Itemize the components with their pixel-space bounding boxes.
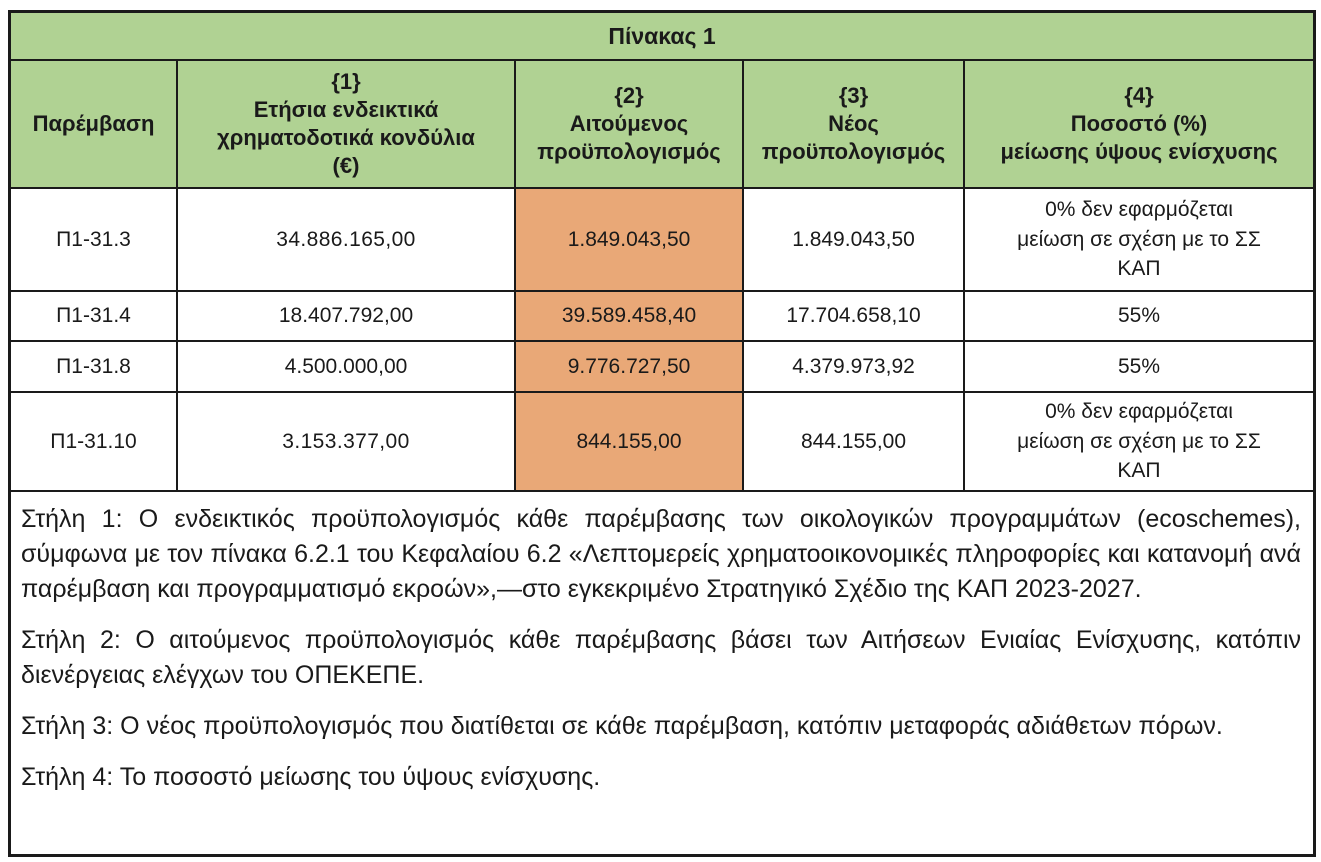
- column-header-tag: {4}: [1124, 83, 1154, 109]
- cell-intervention: Π1-31.4: [11, 290, 176, 340]
- cell-reduction-pct: 55%: [963, 290, 1313, 340]
- column-header-tag: {2}: [614, 83, 644, 109]
- column-header-reduction-pct: {4} Ποσοστό (%) μείωσης ύψους ενίσχυσης: [963, 59, 1313, 187]
- column-header-label: Αιτούμενος προϋπολογισμός: [537, 111, 721, 164]
- cell-annual-indicative: 34.886.165,00: [176, 187, 514, 290]
- cell-new-budget: 17.704.658,10: [742, 290, 963, 340]
- table-title: Πίνακας 1: [608, 22, 716, 49]
- cell-annual-indicative: 4.500.000,00: [176, 340, 514, 391]
- column-header-requested-budget: {2} Αιτούμενος προϋπολογισμός: [514, 59, 742, 187]
- table-pinakas-1: Πίνακας 1 Παρέμβαση {1} Ετήσια ενδεικτικ…: [8, 10, 1316, 857]
- cell-requested-budget-highlighted: 844.155,00: [514, 391, 742, 490]
- column-header-annual-indicative: {1} Ετήσια ενδεικτικά χρηματοδοτικά κονδ…: [176, 59, 514, 187]
- column-header-tag: {1}: [331, 69, 361, 95]
- column-header-tag: {3}: [838, 83, 869, 109]
- cell-intervention: Π1-31.8: [11, 340, 176, 391]
- column-header-label: Παρέμβαση: [32, 111, 155, 137]
- cell-reduction-pct: 0% δεν εφαρμόζεται μείωση σε σχέση με το…: [963, 187, 1313, 290]
- cell-requested-budget-highlighted: 1.849.043,50: [514, 187, 742, 290]
- column-header-label: Ποσοστό (%) μείωσης ύψους ενίσχυσης: [1000, 111, 1278, 164]
- cell-requested-budget-highlighted: 9.776.727,50: [514, 340, 742, 391]
- column-header-new-budget: {3} Νέος προϋπολογισμός: [742, 59, 963, 187]
- cell-intervention: Π1-31.10: [11, 391, 176, 490]
- cell-annual-indicative: 18.407.792,00: [176, 290, 514, 340]
- table-row: Π1-31.3 34.886.165,00 1.849.043,50 1.849…: [11, 187, 1313, 290]
- cell-annual-indicative: 3.153.377,00: [176, 391, 514, 490]
- cell-new-budget: 4.379.973,92: [742, 340, 963, 391]
- cell-reduction-pct: 0% δεν εφαρμόζεται μείωση σε σχέση με το…: [963, 391, 1313, 490]
- table-row: Π1-31.4 18.407.792,00 39.589.458,40 17.7…: [11, 290, 1313, 340]
- table-header-row: Παρέμβαση {1} Ετήσια ενδεικτικά χρηματοδ…: [11, 59, 1313, 187]
- footnote-column-2: Στήλη 2: Ο αιτούμενος προϋπολογισμός κάθ…: [21, 626, 1301, 689]
- cell-new-budget: 1.849.043,50: [742, 187, 963, 290]
- cell-new-budget: 844.155,00: [742, 391, 963, 490]
- footnote-column-1: Στήλη 1: Ο ενδεικτικός προϋπολογισμός κά…: [21, 505, 1301, 603]
- table-row: Π1-31.8 4.500.000,00 9.776.727,50 4.379.…: [11, 340, 1313, 391]
- column-header-label: Ετήσια ενδεικτικά χρηματοδοτικά κονδύλια…: [217, 97, 475, 178]
- table-title-row: Πίνακας 1: [11, 13, 1313, 59]
- footnote-column-3: Στήλη 3: Ο νέος προϋπολογισμός που διατί…: [21, 712, 1223, 740]
- table-footnotes: Στήλη 1: Ο ενδεικτικός προϋπολογισμός κά…: [11, 490, 1313, 854]
- footnote-column-4: Στήλη 4: Το ποσοστό μείωσης του ύψους εν…: [21, 763, 601, 791]
- column-header-label: Νέος προϋπολογισμός: [761, 111, 946, 164]
- cell-reduction-pct: 55%: [963, 340, 1313, 391]
- cell-requested-budget-highlighted: 39.589.458,40: [514, 290, 742, 340]
- column-header-intervention: Παρέμβαση: [11, 59, 176, 187]
- table-row: Π1-31.10 3.153.377,00 844.155,00 844.155…: [11, 391, 1313, 490]
- cell-intervention: Π1-31.3: [11, 187, 176, 290]
